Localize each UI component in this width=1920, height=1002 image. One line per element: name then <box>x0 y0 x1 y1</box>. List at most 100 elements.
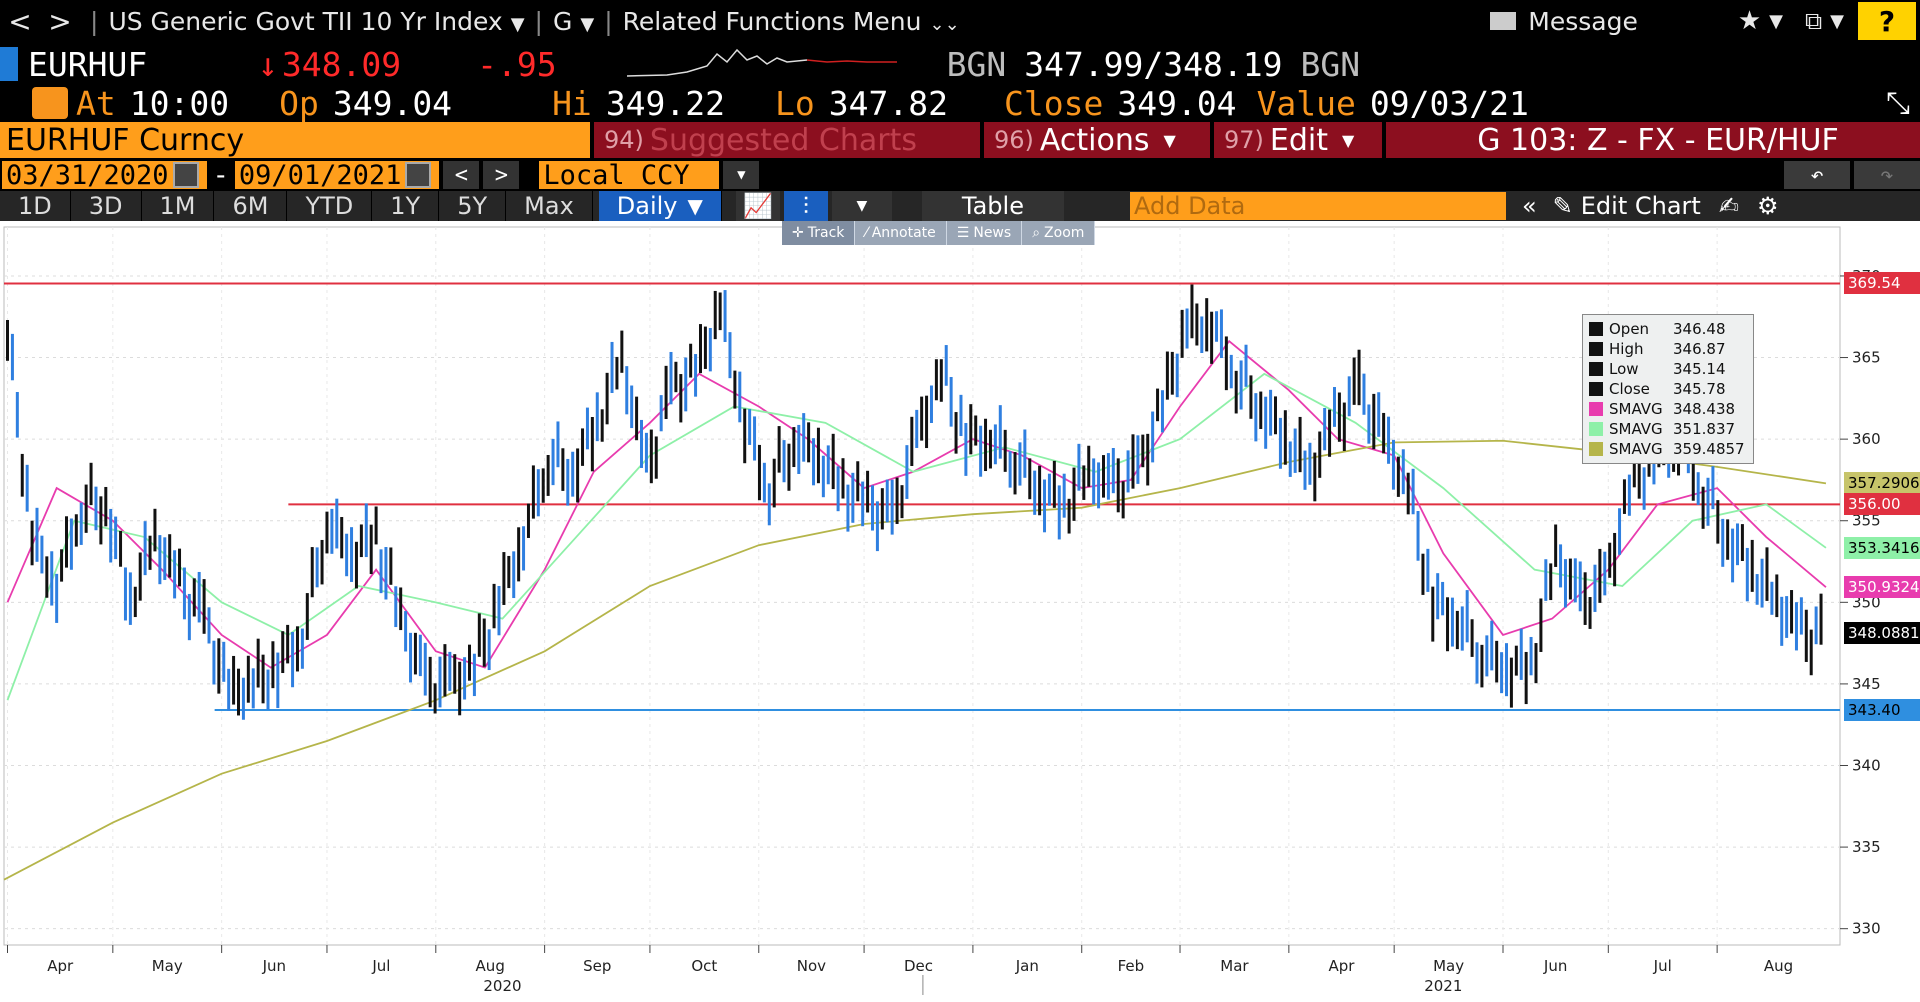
period-max[interactable]: Max <box>506 191 593 221</box>
chart-type-dropdown[interactable]: ▼ <box>831 191 892 221</box>
legend-row: High 346.87 <box>1589 339 1747 359</box>
double-chevron-left-icon[interactable]: « <box>1521 192 1537 220</box>
prev-range-button[interactable]: < <box>443 161 480 189</box>
edit-chart-button[interactable]: ✎ Edit Chart <box>1553 192 1701 220</box>
price-tag: 353.3416 <box>1844 536 1920 559</box>
x-tick-label: Feb <box>1118 957 1145 975</box>
track-tool[interactable]: ✛ Track <box>782 221 855 245</box>
moving-average-line <box>3 439 1827 881</box>
price-chart[interactable]: 330335340345350355360365370AprMayJunJulA… <box>0 221 1920 1002</box>
period-1m[interactable]: 1M <box>142 191 215 221</box>
x-tick-label: Jul <box>1653 957 1672 975</box>
chevron-down-icon: ▼ <box>687 194 703 218</box>
chart-name: G 103: Z - FX - EUR/HUF <box>1386 122 1920 158</box>
forward-button[interactable]: > <box>48 4 72 38</box>
price-tag: 348.0881 <box>1844 622 1920 645</box>
period-6m[interactable]: 6M <box>214 191 288 221</box>
ticker-line: EURHUF ↓ 348.09 -.95 BGN 347.99 / 348.19… <box>0 44 1920 84</box>
currency-select[interactable]: Local CCY <box>539 159 720 191</box>
net-change: -.95 <box>477 44 557 84</box>
bid-source: BGN <box>946 44 1007 84</box>
legend-swatch <box>1589 442 1603 456</box>
y-tick-label: 330 <box>1852 920 1881 938</box>
line-chart-icon[interactable]: 📈 <box>735 191 780 221</box>
stats-line: At 10:00 Op 349.04 Hi 349.22 Lo 347.82 C… <box>0 83 1920 123</box>
security-selector[interactable]: US Generic Govt TII 10 Yr Index ▼ <box>108 7 524 36</box>
legend-key: SMAVG <box>1609 400 1663 418</box>
redo-icon[interactable]: ↷ <box>1854 161 1920 189</box>
legend-row: SMAVG 351.837 <box>1589 419 1747 439</box>
start-date-field[interactable]: 03/31/2020 <box>2 160 207 191</box>
chevron-down-icon: ▼ <box>1769 10 1784 32</box>
zoom-chart-icon[interactable]: ⤡ <box>1886 85 1910 121</box>
news-icon: ☰ <box>956 225 970 241</box>
related-functions-label: Related Functions Menu <box>622 6 922 36</box>
period-5y[interactable]: 5Y <box>439 191 507 221</box>
function-selector[interactable]: G ▼ <box>553 7 594 36</box>
at-time: 10:00 <box>129 83 230 123</box>
security-field[interactable]: EURHUF Curncy <box>0 122 590 158</box>
high-label: Hi <box>552 83 592 123</box>
end-date-field[interactable]: 09/01/2021 <box>234 160 440 191</box>
y-tick-label: 345 <box>1852 675 1881 693</box>
legend-row: Low 345.14 <box>1589 359 1747 379</box>
help-label: ? <box>1878 4 1896 38</box>
currency-dropdown-icon[interactable]: ▼ <box>723 161 760 189</box>
track-label: Track <box>807 225 845 241</box>
open-value: 349.04 <box>332 83 453 123</box>
data-legend[interactable]: Open 346.48 High 346.87 Low 345.14 Close 345.78… <box>1582 314 1754 464</box>
candlestick-icon[interactable]: ⫶ <box>783 191 828 221</box>
legend-row: Close 345.78 <box>1589 379 1747 399</box>
year-label: 2020 <box>483 977 521 995</box>
next-range-button[interactable]: > <box>483 161 520 189</box>
actions-menu[interactable]: 96) Actions ▼ <box>984 122 1210 158</box>
pencil-icon: ⁄ <box>865 225 868 241</box>
x-tick-label: May <box>1433 957 1464 975</box>
ticker-color-marker <box>0 47 18 81</box>
x-tick-label: Jul <box>371 957 390 975</box>
security-field-label: EURHUF Curncy <box>6 122 245 158</box>
legend-row: Open 346.48 <box>1589 319 1747 339</box>
chevron-down-icon: ▼ <box>510 13 525 35</box>
security-bar: EURHUF Curncy 94) Suggested Charts 96) A… <box>0 122 1920 158</box>
x-tick-label: Sep <box>583 957 611 975</box>
x-tick-label: Apr <box>47 957 74 975</box>
chart-mini-toolbar: ✛ Track ⁄ Annotate ☰ News ⌕ Zoom <box>782 221 1096 245</box>
edit-menu[interactable]: 97) Edit ▼ <box>1214 122 1382 158</box>
low-value: 347.82 <box>828 83 948 123</box>
currency-label: Local CCY <box>543 159 690 191</box>
period-1y[interactable]: 1Y <box>372 191 440 221</box>
legend-key: Open <box>1609 320 1650 338</box>
table-button[interactable]: Table <box>921 191 1064 221</box>
calendar-icon[interactable] <box>172 162 199 188</box>
frequency-select[interactable]: Daily ▼ <box>598 191 722 221</box>
gear-icon[interactable]: ⚙ <box>1756 192 1779 220</box>
related-functions-menu[interactable]: Related Functions Menu ⌄⌄ <box>623 7 960 36</box>
function-selector-label: G <box>552 6 573 36</box>
chevron-down-icon: ▼ <box>1830 10 1844 32</box>
annotation-edit-icon[interactable]: ✍ <box>1718 192 1739 220</box>
news-tool[interactable]: ☰ News <box>946 221 1022 245</box>
help-button[interactable]: ? <box>1858 2 1916 40</box>
undo-icon[interactable]: ↶ <box>1784 161 1850 189</box>
zoom-tool[interactable]: ⌕ Zoom <box>1022 221 1095 245</box>
annotate-tool[interactable]: ⁄ Annotate <box>855 221 946 245</box>
period-1d[interactable]: 1D <box>0 191 71 221</box>
suggested-charts-button[interactable]: 94) Suggested Charts <box>594 122 980 158</box>
period-3d[interactable]: 3D <box>71 191 142 221</box>
window-icon[interactable]: ⧉ <box>1805 7 1823 35</box>
message-button[interactable]: Message <box>1490 7 1638 36</box>
star-icon[interactable]: ★ <box>1737 6 1762 36</box>
legend-key: SMAVG <box>1609 420 1663 438</box>
legend-swatch <box>1589 382 1603 396</box>
history-buttons: ↶ ↷ <box>1780 161 1920 189</box>
period-ytd[interactable]: YTD <box>287 191 373 221</box>
chart-area[interactable]: 330335340345350355360365370AprMayJunJulA… <box>0 221 1920 1002</box>
calendar-icon[interactable] <box>405 162 432 188</box>
back-button[interactable]: < <box>8 4 32 38</box>
actions-label: Actions <box>1039 122 1150 158</box>
pencil-icon: ✎ <box>1552 192 1573 220</box>
x-tick-label: May <box>152 957 183 975</box>
x-tick-label: Jun <box>262 957 286 975</box>
add-data-input[interactable]: Add Data <box>1129 192 1506 220</box>
